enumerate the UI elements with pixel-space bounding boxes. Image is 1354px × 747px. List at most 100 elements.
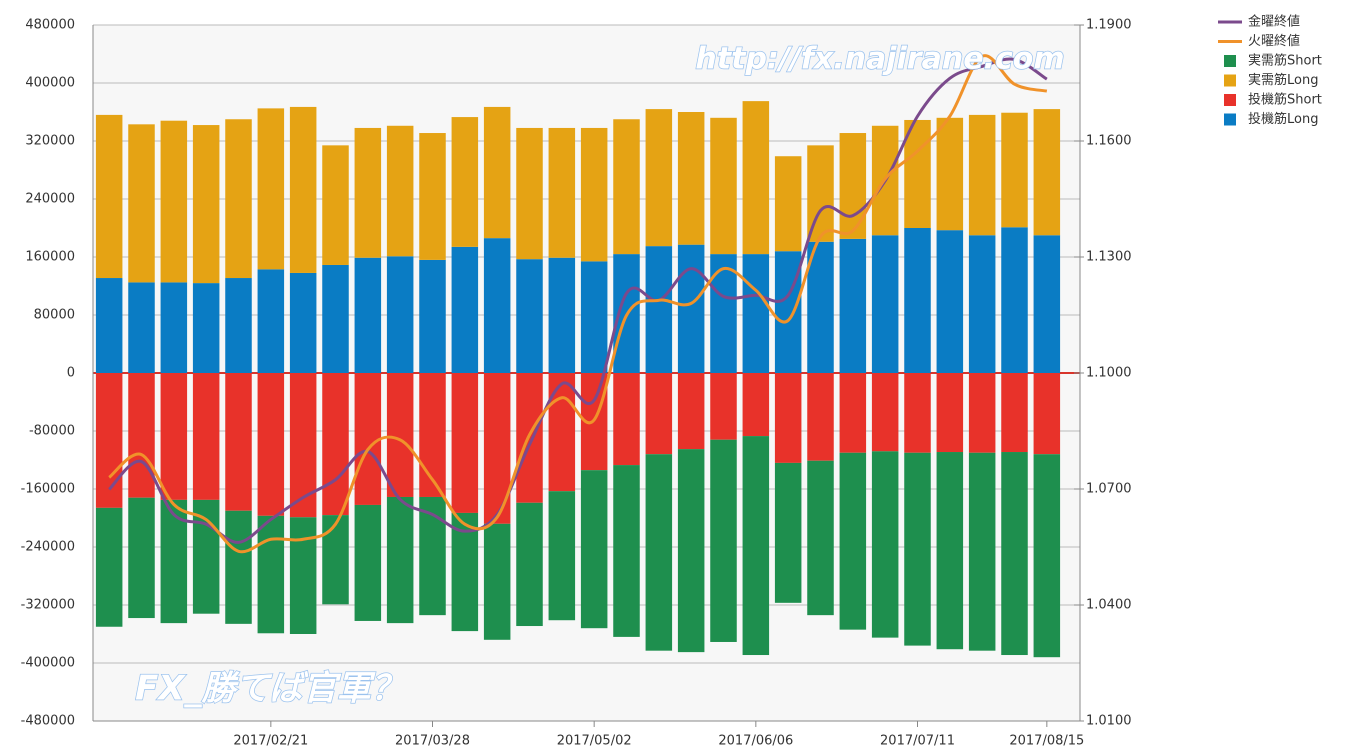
watermark: http://fx.najirane.com <box>695 42 1064 77</box>
bar <box>548 373 576 492</box>
y-tick-label: -480000 <box>21 714 75 729</box>
bar <box>192 373 220 500</box>
bar <box>807 241 834 373</box>
bar <box>677 244 705 373</box>
bar <box>580 470 608 629</box>
legend-swatch <box>1224 94 1236 106</box>
bar <box>807 373 834 461</box>
bar <box>483 106 511 239</box>
legend-label: 投機筋Long <box>1248 111 1318 127</box>
bar <box>968 235 996 373</box>
bar <box>192 125 220 284</box>
bar <box>386 125 414 257</box>
bar <box>483 238 511 373</box>
bar <box>774 156 802 252</box>
bar <box>904 373 931 453</box>
x-tick-label: 2017/07/11 <box>880 734 955 747</box>
bar <box>257 515 285 634</box>
legend-label: 投機筋Short <box>1248 92 1322 108</box>
y2-tick-label: 1.1900 <box>1086 18 1132 33</box>
y2-tick-label: 1.1000 <box>1086 366 1132 381</box>
bar <box>225 373 252 511</box>
bar <box>645 246 673 373</box>
bar <box>936 373 964 453</box>
bar <box>839 238 867 373</box>
bar <box>95 373 123 508</box>
y2-tick-label: 1.1300 <box>1086 250 1132 265</box>
bar <box>354 127 382 258</box>
bar <box>160 282 188 373</box>
bar <box>548 257 576 373</box>
bar <box>289 517 317 634</box>
bar <box>710 373 737 440</box>
bar <box>839 133 867 239</box>
x-tick-label: 2017/02/21 <box>233 734 308 747</box>
x-tick-label: 2017/05/02 <box>557 734 632 747</box>
bar <box>95 278 123 373</box>
legend-label: 実需筋Long <box>1248 72 1318 88</box>
bar <box>548 127 576 258</box>
bar <box>257 373 285 516</box>
bar <box>257 269 285 373</box>
y2-tick-label: 1.0400 <box>1086 598 1132 613</box>
bar <box>451 117 479 247</box>
bar <box>225 119 252 279</box>
y-tick-label: 400000 <box>25 76 75 91</box>
legend-swatch <box>1224 74 1236 87</box>
y-tick-label: 240000 <box>25 192 75 207</box>
bar <box>128 282 155 373</box>
legend-label: 金曜終値 <box>1248 14 1300 30</box>
bar <box>128 124 155 283</box>
bar <box>807 145 834 242</box>
bar <box>807 460 834 616</box>
bar <box>774 373 802 463</box>
bar <box>904 228 931 373</box>
bar <box>677 373 705 450</box>
bar <box>451 373 479 513</box>
bar <box>1001 452 1028 656</box>
bar <box>160 499 188 624</box>
bar <box>95 114 123 279</box>
bar <box>354 257 382 373</box>
bar <box>774 462 802 603</box>
y2-tick-label: 1.0100 <box>1086 714 1132 729</box>
bar <box>904 119 931 228</box>
bar <box>128 373 155 498</box>
bar <box>580 127 608 262</box>
bar <box>386 373 414 497</box>
bar <box>354 504 382 621</box>
bar <box>613 373 640 466</box>
legend-swatch <box>1224 113 1236 126</box>
bar <box>742 373 770 437</box>
bar <box>839 452 867 630</box>
bar <box>128 497 155 619</box>
bar <box>225 510 252 624</box>
bar <box>645 373 673 455</box>
bar <box>289 272 317 373</box>
bar <box>289 106 317 273</box>
bar <box>354 373 382 505</box>
bar <box>192 283 220 373</box>
bar <box>968 373 996 453</box>
y-tick-label: -80000 <box>29 424 75 439</box>
bar <box>419 133 446 260</box>
bar <box>160 120 188 283</box>
y-tick-label: -160000 <box>21 482 75 497</box>
bar <box>613 119 640 255</box>
bar <box>386 496 414 624</box>
y2-tick-label: 1.1600 <box>1086 134 1132 149</box>
bar <box>645 109 673 247</box>
bar <box>677 449 705 653</box>
bar <box>968 114 996 236</box>
bar <box>419 496 446 616</box>
bar <box>516 259 543 373</box>
bar <box>968 452 996 651</box>
bar <box>871 451 899 638</box>
bar <box>419 373 446 497</box>
bar <box>677 112 705 245</box>
bar <box>1033 454 1061 658</box>
bar <box>936 117 964 231</box>
bar <box>1001 112 1028 228</box>
bar <box>936 230 964 373</box>
y-tick-label: 320000 <box>25 134 75 149</box>
